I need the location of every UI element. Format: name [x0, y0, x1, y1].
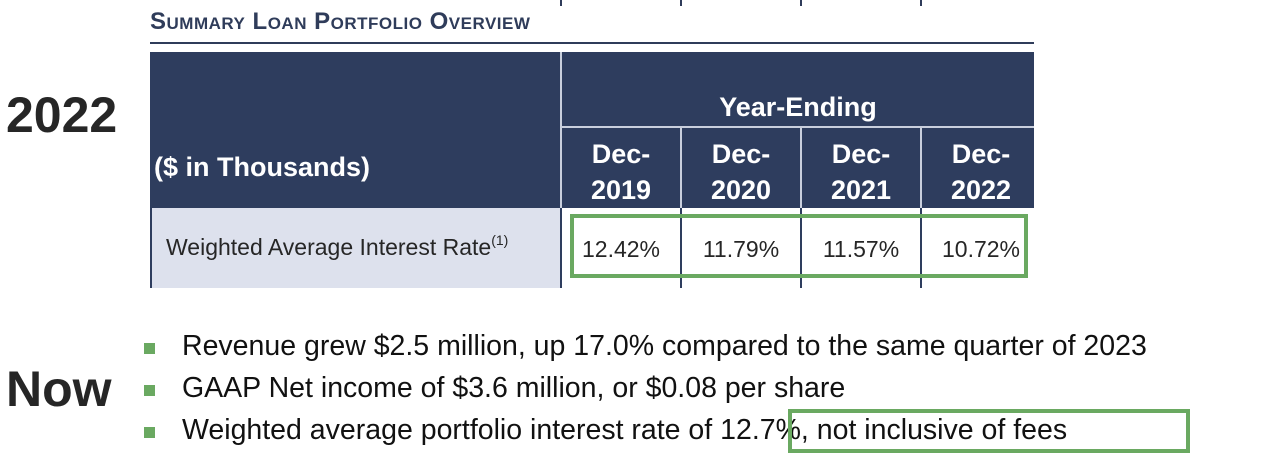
table-border — [150, 208, 152, 288]
tick — [800, 0, 802, 6]
cell-divider — [920, 208, 922, 288]
bullet-text: Weighted average portfolio interest rate… — [182, 414, 1068, 446]
column-header-dec-2022: Dec- 2022 — [922, 136, 1040, 208]
tick — [560, 0, 562, 6]
units-label: ($ in Thousands) — [154, 152, 370, 182]
column-header-year: 2020 — [710, 175, 772, 205]
header-divider — [920, 128, 922, 208]
column-header-top: Dec- — [951, 139, 1011, 169]
cell-divider — [680, 208, 682, 288]
table-header — [150, 52, 1034, 208]
year-ending-header: Year-Ending — [719, 92, 877, 122]
column-header-year: 2019 — [590, 175, 652, 205]
column-header-top: Dec- — [711, 139, 771, 169]
column-header-dec-2021: Dec- 2021 — [802, 136, 920, 208]
cell-dec-2021: 11.57% — [822, 236, 900, 262]
column-header-year: 2021 — [830, 175, 892, 205]
section-title: Summary Loan Portfolio Overview — [150, 8, 531, 35]
row-label-weighted-average-interest-rate: Weighted Average Interest Rate(1) — [166, 232, 508, 261]
square-bullet-icon — [144, 427, 155, 438]
cell-dec-2019: 12.42% — [581, 236, 660, 262]
tick — [680, 0, 682, 6]
rates-highlight-box — [570, 214, 1028, 278]
label-now: Now — [6, 361, 112, 417]
row-label-cell — [150, 208, 560, 288]
cell-dec-2022: 10.72% — [941, 236, 1020, 262]
column-header-year: 2022 — [950, 175, 1012, 205]
header-divider — [680, 128, 682, 208]
square-bullet-icon — [144, 343, 155, 354]
header-divider — [562, 126, 1034, 128]
header-divider — [800, 128, 802, 208]
column-header-top: Dec- — [591, 139, 651, 169]
cell-divider — [800, 208, 802, 288]
title-divider — [150, 42, 1034, 44]
table-border — [560, 208, 562, 288]
row-label-text: Weighted Average Interest Rate — [166, 234, 492, 260]
rate-highlight-box — [788, 409, 1190, 453]
tick — [920, 0, 922, 6]
bullet-text: GAAP Net income of $3.6 million, or $0.0… — [182, 372, 846, 404]
bullet-text: Revenue grew $2.5 million, up 17.0% comp… — [182, 330, 1147, 362]
header-divider — [560, 52, 562, 208]
label-2022: 2022 — [6, 87, 118, 143]
column-header-top: Dec- — [831, 139, 891, 169]
square-bullet-icon — [144, 385, 155, 396]
column-header-dec-2019: Dec- 2019 — [562, 136, 680, 208]
footnote-marker: (1) — [491, 232, 509, 248]
cell-dec-2020: 11.79% — [702, 236, 780, 262]
column-header-dec-2020: Dec- 2020 — [682, 136, 800, 208]
